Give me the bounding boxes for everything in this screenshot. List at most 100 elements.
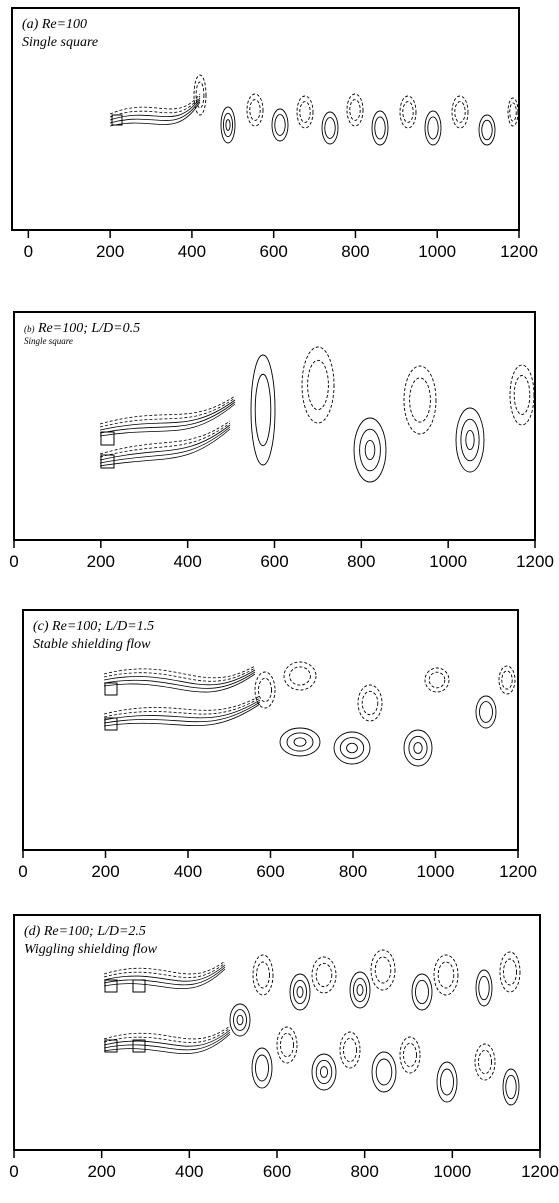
panel: (a) Re=100 Single square 0 200 400 600 800 1000… — [11, 7, 538, 261]
vortex-contour — [256, 961, 270, 989]
panel-label: (d) — [24, 924, 41, 939]
vortex-contour — [503, 958, 517, 986]
panel-title: (d) Re=100; L/D=2.5 — [24, 924, 146, 939]
vortex-contour — [353, 977, 367, 1003]
vortex-contour — [424, 110, 442, 146]
vortex-contour — [455, 407, 485, 473]
vortex-contour — [465, 429, 475, 451]
vortex-contour — [408, 735, 428, 761]
wake-contour — [103, 703, 261, 727]
vortex-contour — [220, 106, 236, 144]
vortex-contour — [402, 101, 414, 123]
x-tick-label: 600 — [260, 552, 288, 571]
vortex-contour — [271, 108, 289, 142]
vortex-contour — [280, 1032, 294, 1058]
x-tick-label: 1200 — [516, 552, 554, 571]
panel-label: (b) — [24, 324, 35, 334]
square-cylinder — [104, 682, 118, 696]
wake-contour — [99, 428, 231, 467]
x-tick-label: 1200 — [521, 1162, 559, 1181]
x-tick-label: 0 — [9, 552, 18, 571]
x-tick-label: 0 — [18, 862, 27, 881]
vortex-contour — [428, 671, 446, 689]
panel-subtitle: Wiggling shielding flow — [24, 942, 158, 957]
vortex-contour — [424, 667, 450, 693]
x-tick-label: 600 — [256, 862, 284, 881]
wake-contour — [103, 699, 261, 721]
wake-contour — [99, 401, 236, 434]
vortex-contour — [359, 428, 381, 472]
panel-subtitle: Single square — [22, 35, 98, 50]
panel-label: (a) — [22, 17, 39, 32]
wake-contour — [103, 1031, 231, 1051]
title: Re=100; L/D=1.5 — [51, 619, 154, 634]
wake-contour — [99, 422, 231, 458]
vortex-contour — [364, 439, 376, 461]
vortex-contour — [505, 1074, 517, 1100]
x-tick-label: 400 — [178, 242, 206, 261]
vortex-contour — [454, 101, 466, 123]
vortex-contour — [475, 695, 497, 729]
vortex-contour — [451, 95, 469, 129]
vortex-contour — [353, 417, 387, 483]
vortex-contour — [258, 677, 272, 703]
x-tick-label: 800 — [339, 862, 367, 881]
panel-title: (c) Re=100; L/D=1.5 — [33, 619, 154, 634]
wake-contour — [103, 665, 256, 679]
vortex-contour — [301, 346, 335, 424]
vortex-contour — [246, 93, 264, 127]
vortex-contour — [319, 1066, 329, 1078]
vortex-contour — [349, 971, 371, 1009]
vortex-contour — [478, 1049, 492, 1075]
x-tick-label: 200 — [87, 1162, 115, 1181]
wake-contour — [103, 673, 256, 693]
panel-title: (b) Re=100; L/D=0.5 — [24, 321, 140, 336]
vortex-contour — [249, 99, 261, 121]
square-cylinder — [132, 979, 146, 993]
wake-contour — [109, 97, 201, 121]
vortex-contour — [499, 951, 521, 993]
x-tick-label: 1000 — [433, 1162, 471, 1181]
wake-contour — [103, 1025, 231, 1040]
vortex-contour — [509, 364, 535, 426]
vortex-contour — [433, 954, 459, 996]
x-tick-label: 0 — [9, 1162, 18, 1181]
vortex-contour — [509, 102, 517, 122]
panel-subtitle: Single square — [24, 336, 73, 346]
square-cylinder — [104, 717, 118, 731]
vortex-contour — [274, 114, 286, 136]
x-tick-label: 400 — [174, 862, 202, 881]
vortex-contour — [279, 727, 321, 757]
vortex-contour — [460, 418, 480, 462]
title: Re=100; L/D=0.5 — [37, 321, 140, 336]
x-tick-label: 1000 — [417, 862, 455, 881]
wake-contour — [103, 964, 226, 982]
x-tick-label: 200 — [87, 552, 115, 571]
x-tick-label: 800 — [347, 552, 375, 571]
vortex-contour — [413, 742, 423, 754]
vortex-contour — [478, 975, 490, 1001]
wake-contour — [99, 397, 236, 428]
vortex-contour — [403, 1042, 417, 1068]
vortex-contour — [437, 961, 455, 989]
vortex-contour — [399, 1036, 421, 1074]
x-tick-label: 600 — [263, 1162, 291, 1181]
vortex-contour — [513, 375, 531, 415]
vortex-contour — [286, 732, 314, 752]
vortex-contour — [324, 117, 336, 139]
wake-contour — [99, 395, 236, 425]
vortex-contour — [339, 1031, 361, 1069]
wake-contour — [103, 1029, 231, 1047]
vortex-contour — [254, 373, 272, 447]
vortex-contour — [315, 962, 333, 988]
vortex-contour — [296, 95, 314, 129]
wake-contour — [109, 95, 201, 118]
x-tick-label: 200 — [96, 242, 124, 261]
vortex-contour — [478, 114, 496, 146]
vortex-contour — [370, 949, 396, 991]
wake-contour — [103, 966, 226, 986]
x-tick-label: 0 — [24, 242, 33, 261]
title: Re=100 — [41, 17, 87, 32]
title: Re=100; L/D=2.5 — [43, 924, 146, 939]
